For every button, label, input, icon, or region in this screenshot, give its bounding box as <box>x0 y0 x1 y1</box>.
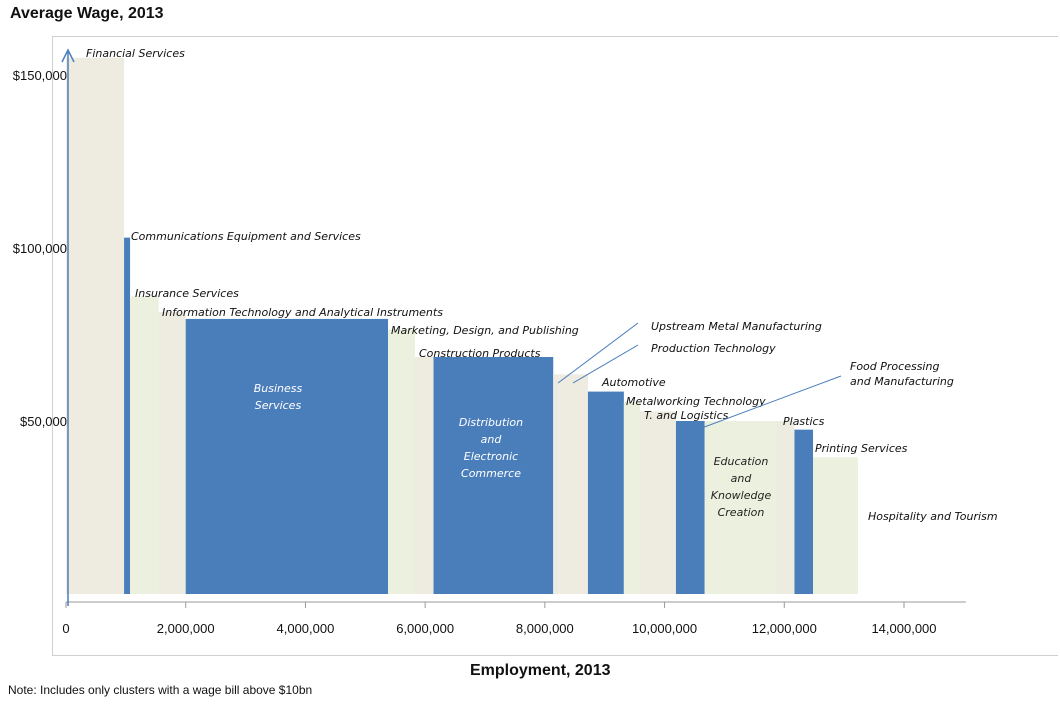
bar-17 <box>813 457 858 594</box>
bar-label-6: Construction Products <box>419 347 541 360</box>
plot-frame <box>52 36 1058 656</box>
bar-label-13: Food Processing and Manufacturing <box>850 360 954 388</box>
x-tick-label-0: 0 <box>62 621 69 636</box>
chart-title: Average Wage, 2013 <box>10 5 164 22</box>
chart-note: Note: Includes only clusters with a wage… <box>8 683 313 697</box>
x-tick-label-3: 6,000,000 <box>396 621 454 636</box>
bar-8 <box>553 374 560 594</box>
bar-1 <box>124 237 131 594</box>
bar-label-5: Marketing, Design, and Publishing <box>391 324 579 337</box>
bar-7 <box>433 356 554 594</box>
bar-label-12: T. and Logistics <box>644 409 729 422</box>
bar-12 <box>640 411 676 594</box>
bar-3 <box>158 312 186 594</box>
bar-9 <box>559 374 588 594</box>
bar-14 <box>704 421 777 594</box>
bar-label-2: Insurance Services <box>135 287 239 300</box>
bar-label-4: Business Services <box>254 382 303 412</box>
leader-line-13 <box>690 375 842 433</box>
y-tick-label-2: $150,000 <box>13 68 67 83</box>
bar-label-3: Information Technology and Analytical In… <box>162 306 443 319</box>
x-tick-label-5: 10,000,000 <box>632 621 697 636</box>
x-tick-label-6: 12,000,000 <box>752 621 817 636</box>
x-tick-label-1: 2,000,000 <box>157 621 215 636</box>
bar-label-15: Plastics <box>783 415 825 428</box>
bar-label-17: Hospitality and Tourism <box>868 510 998 523</box>
leader-line-9 <box>572 344 639 384</box>
bar-6 <box>414 356 434 594</box>
bar-4 <box>185 318 389 594</box>
bar-5 <box>388 329 415 594</box>
bar-2 <box>130 296 159 594</box>
y-tick-label-1: $100,000 <box>13 241 67 256</box>
bar-label-7: Distribution and Electronic Commerce <box>459 416 523 480</box>
bar-label-8: Upstream Metal Manufacturing <box>651 320 822 333</box>
bar-label-10: Automotive <box>601 376 666 389</box>
bar-13 <box>675 421 705 594</box>
x-tick-label-4: 8,000,000 <box>516 621 574 636</box>
y-tick-label-0: $50,000 <box>20 414 67 429</box>
bar-label-9: Production Technology <box>651 342 776 355</box>
bar-10 <box>587 391 624 594</box>
bar-15 <box>776 421 795 594</box>
leader-line-8 <box>557 322 639 384</box>
bar-label-14: Education and Knowledge Creation <box>711 455 772 519</box>
x-tick-label-7: 14,000,000 <box>871 621 936 636</box>
y-axis-arrow <box>61 48 75 63</box>
bar-label-1: Communications Equipment and Services <box>131 230 361 243</box>
bar-label-11: Metalworking Technology <box>626 395 766 408</box>
x-tick-label-2: 4,000,000 <box>277 621 335 636</box>
bar-label-0: Financial Services <box>86 47 185 60</box>
bar-label-16: Printing Services <box>815 442 908 455</box>
bar-16 <box>794 429 814 594</box>
bar-0 <box>66 57 125 594</box>
x-axis-title: Employment, 2013 <box>470 662 611 679</box>
bar-11 <box>623 401 641 594</box>
